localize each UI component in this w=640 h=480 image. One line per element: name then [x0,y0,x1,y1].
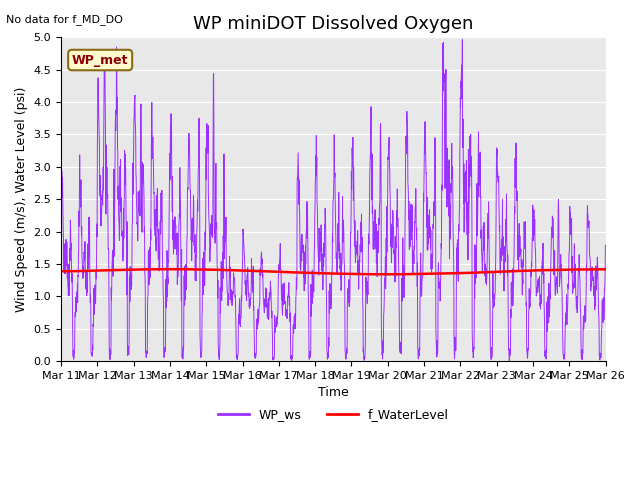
WP_ws [209,209,217,215]
Text: WP_met: WP_met [72,54,129,67]
f_WaterLevel [569,267,577,273]
f_WaterLevel [492,269,500,275]
WP_ws [349,134,356,140]
Line: f_WaterLevel: f_WaterLevel [61,269,605,274]
WP_ws [492,262,499,267]
f_WaterLevel [361,271,369,277]
f_WaterLevel [602,266,609,272]
WP_ws [506,358,513,364]
Text: No data for f_MD_DO: No data for f_MD_DO [6,14,124,25]
WP_ws [458,37,466,43]
f_WaterLevel [209,267,217,273]
Y-axis label: Wind Speed (m/s), Water Level (psi): Wind Speed (m/s), Water Level (psi) [15,86,28,312]
Title: WP miniDOT Dissolved Oxygen: WP miniDOT Dissolved Oxygen [193,15,474,33]
f_WaterLevel [349,271,357,277]
Legend: WP_ws, f_WaterLevel: WP_ws, f_WaterLevel [212,403,454,426]
f_WaterLevel [170,266,177,272]
X-axis label: Time: Time [318,386,349,399]
f_WaterLevel [57,268,65,274]
WP_ws [361,355,369,361]
WP_ws [57,215,65,220]
Line: WP_ws: WP_ws [61,40,605,361]
f_WaterLevel [554,267,562,273]
WP_ws [569,285,577,290]
WP_ws [602,242,609,248]
f_WaterLevel [383,271,391,277]
WP_ws [554,228,562,233]
